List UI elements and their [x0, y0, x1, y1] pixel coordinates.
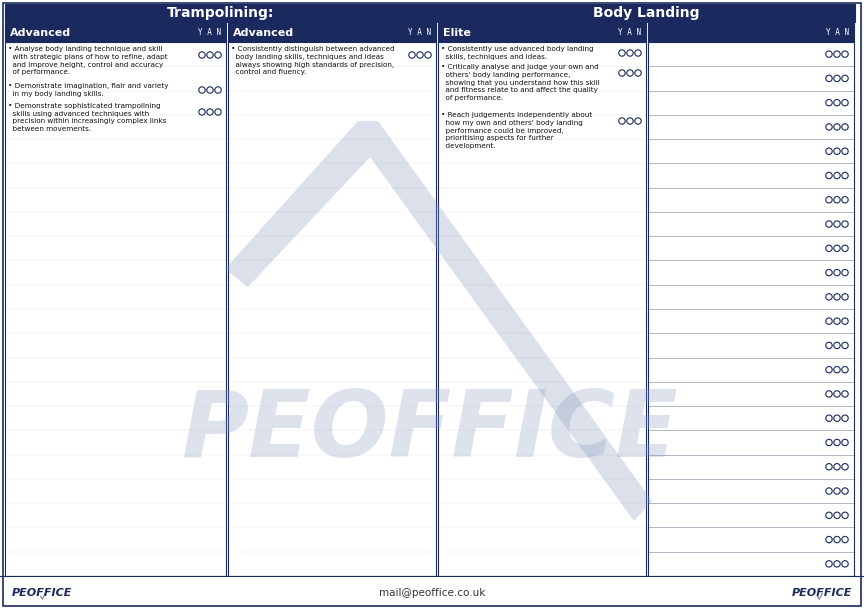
Bar	[5, 23, 226, 42]
Bar	[438, 4, 855, 22]
Bar	[438, 42, 646, 576]
Text: Y A N: Y A N	[826, 28, 849, 37]
Text: • Analyse body landing technique and skill
  with strategic plans of how to refi: • Analyse body landing technique and ski…	[8, 46, 168, 76]
Bar	[648, 42, 854, 576]
Text: Advanced: Advanced	[10, 27, 71, 38]
Text: PEOFFICE: PEOFFICE	[791, 588, 852, 597]
Text: Trampolining:: Trampolining:	[168, 6, 275, 20]
Bar	[228, 42, 436, 576]
Text: mail@peoffice.co.uk: mail@peoffice.co.uk	[378, 588, 486, 597]
Text: Y A N: Y A N	[618, 28, 641, 37]
Text: • Consistently use advanced body landing
  skills, techniques and ideas.: • Consistently use advanced body landing…	[441, 46, 594, 60]
Text: Y A N: Y A N	[408, 28, 431, 37]
Bar	[438, 23, 646, 42]
Bar	[648, 23, 854, 42]
Polygon shape	[225, 121, 652, 521]
Polygon shape	[817, 593, 823, 600]
Text: • Critically analyse and judge your own and
  others' body landing performance,
: • Critically analyse and judge your own …	[441, 64, 600, 101]
Text: PEOFFICE: PEOFFICE	[181, 386, 678, 476]
Text: Elite: Elite	[443, 27, 471, 38]
Text: • Demonstrate sophisticated trampolining
  skills using advanced techniques with: • Demonstrate sophisticated trampolining…	[8, 103, 167, 132]
Text: • Reach judgements independently about
  how my own and others' body landing
  p: • Reach judgements independently about h…	[441, 112, 592, 149]
Bar	[228, 23, 436, 42]
Text: Advanced: Advanced	[233, 27, 294, 38]
Polygon shape	[40, 593, 46, 600]
Text: Y A N: Y A N	[198, 28, 221, 37]
Text: • Demonstrate imagination, flair and variety
  in my body landing skills.: • Demonstrate imagination, flair and var…	[8, 83, 168, 97]
Bar	[5, 42, 226, 576]
Bar	[5, 4, 437, 22]
Text: • Consistently distinguish between advanced
  body landing skills, techniques an: • Consistently distinguish between advan…	[231, 46, 395, 76]
Text: PEOFFICE: PEOFFICE	[12, 588, 73, 597]
Text: Body Landing: Body Landing	[594, 6, 700, 20]
Bar	[0, 576, 864, 609]
